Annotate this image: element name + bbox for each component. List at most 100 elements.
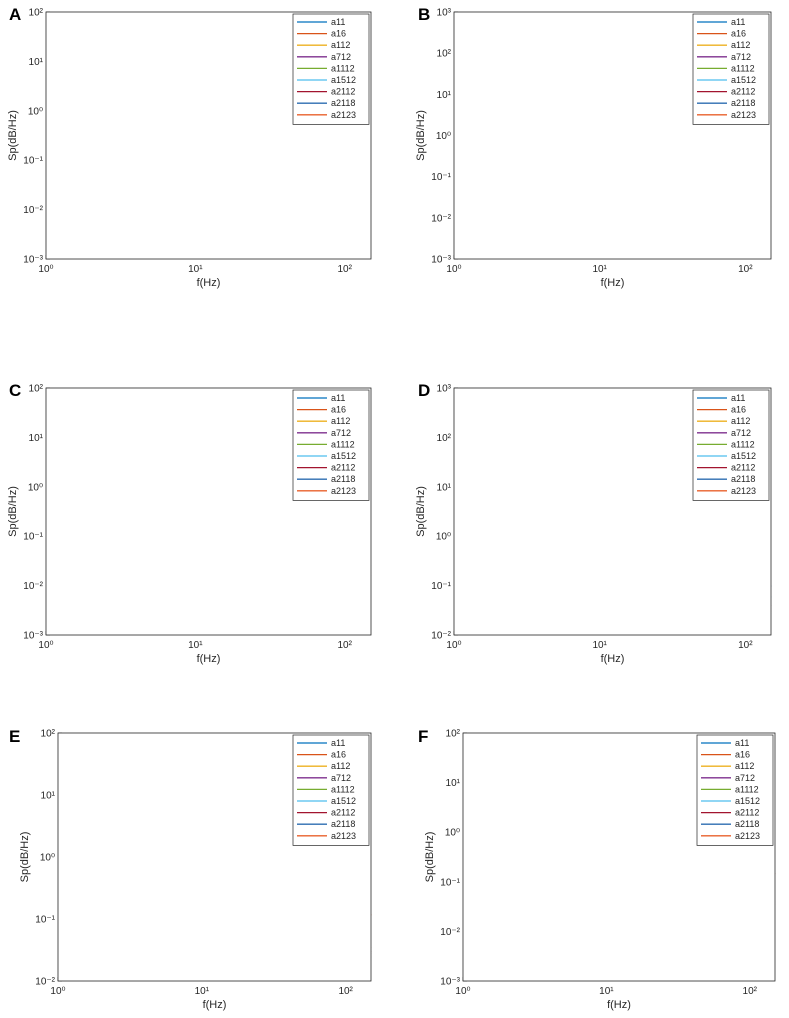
chart-panel-b: 10⁰ 10¹ 10²10⁻³10⁻²10⁻¹10⁰10¹10²10³a11a16a… xyxy=(415,5,772,289)
legend-label-a16: a16 xyxy=(331,405,346,415)
x-tick-label: 10⁰ xyxy=(455,986,470,997)
x-tick-label: 10⁰ xyxy=(446,264,461,275)
y-tick-label: 10² xyxy=(29,384,44,395)
y-tick-label: 10⁻³ xyxy=(23,631,43,642)
legend-label-a2112: a2112 xyxy=(731,463,755,473)
y-tick-label: 10⁻² xyxy=(440,927,460,938)
y-tick-label: 10⁻¹ xyxy=(23,532,43,543)
legend-label-a2123: a2123 xyxy=(731,486,756,496)
x-axis-label: f(Hz) xyxy=(197,277,221,289)
legend-label-a112: a112 xyxy=(331,761,350,771)
panel-label: A xyxy=(9,5,21,24)
panel-label: E xyxy=(9,727,20,746)
legend-label-a2118: a2118 xyxy=(735,819,759,829)
x-axis-label: f(Hz) xyxy=(203,999,227,1011)
legend-label-a1112: a1112 xyxy=(331,63,355,73)
legend-label-a2112: a2112 xyxy=(735,808,759,818)
x-tick-label: 10² xyxy=(743,986,758,997)
y-tick-label: 10⁰ xyxy=(28,106,43,117)
y-axis-label: Sp(dB/Hz) xyxy=(7,486,19,537)
legend-label-a2123: a2123 xyxy=(331,831,356,841)
legend-label-a2118: a2118 xyxy=(731,98,755,108)
panel-label: D xyxy=(418,381,430,400)
y-tick-label: 10⁻² xyxy=(431,213,451,224)
legend-label-a712: a712 xyxy=(731,428,751,438)
legend-label-a2118: a2118 xyxy=(331,98,355,108)
legend-label-a1112: a1112 xyxy=(735,784,759,794)
y-tick-label: 10⁻² xyxy=(431,631,451,642)
legend-label-a112: a112 xyxy=(731,416,750,426)
x-tick-label: 10⁰ xyxy=(446,640,461,651)
legend-label-a11: a11 xyxy=(331,393,345,403)
x-tick-label: 10⁰ xyxy=(38,640,53,651)
legend-label-a112: a112 xyxy=(331,40,350,50)
legend-label-a2118: a2118 xyxy=(731,474,755,484)
panel-label: C xyxy=(9,381,21,400)
y-tick-label: 10⁻² xyxy=(35,977,55,988)
legend-label-a16: a16 xyxy=(731,405,746,415)
y-tick-label: 10³ xyxy=(437,8,452,19)
y-tick-label: 10⁻² xyxy=(23,205,43,216)
legend-label-a1512: a1512 xyxy=(735,796,760,806)
y-tick-label: 10⁻¹ xyxy=(431,172,451,183)
x-axis-label: f(Hz) xyxy=(607,999,631,1011)
legend-label-a11: a11 xyxy=(331,17,345,27)
x-tick-label: 10¹ xyxy=(188,264,203,275)
chart-panel-c: 10⁰ 10¹ 10² 10⁻³ 10⁻² 10⁻¹ 10⁰ 10¹ 10² a11 a16a112… xyxy=(7,381,372,665)
legend-label-a2118: a2118 xyxy=(331,474,355,484)
legend-label-a2118: a2118 xyxy=(331,819,355,829)
panel-label: F xyxy=(418,727,428,746)
chart-panel-f: 10⁰ 10¹ 10² 10⁻³ 10⁻² 10⁻¹ 10⁰ 10¹ 10² a11 a16a112… xyxy=(418,727,776,1011)
legend-label-a2112: a2112 xyxy=(331,87,355,97)
x-tick-label: 10² xyxy=(738,264,753,275)
y-tick-label: 10² xyxy=(446,729,461,740)
y-tick-label: 10² xyxy=(41,729,56,740)
legend-label-a112: a112 xyxy=(731,40,750,50)
y-tick-label: 10² xyxy=(437,433,452,444)
legend-label-a2112: a2112 xyxy=(331,463,355,473)
y-tick-label: 10¹ xyxy=(41,791,56,802)
legend-label-a112: a112 xyxy=(331,416,350,426)
y-tick-label: 10¹ xyxy=(29,57,44,68)
legend-label-a11: a11 xyxy=(735,738,749,748)
y-tick-label: 10⁰ xyxy=(28,482,43,493)
plot-frame xyxy=(57,732,372,982)
x-tick-label: 10² xyxy=(337,264,352,275)
y-tick-label: 10⁻¹ xyxy=(23,156,43,167)
legend-label-a11: a11 xyxy=(731,17,745,27)
legend-box xyxy=(696,734,774,846)
x-tick-label: 10⁰ xyxy=(38,264,53,275)
y-tick-label: 10¹ xyxy=(29,433,44,444)
y-tick-label: 10¹ xyxy=(437,90,452,101)
y-tick-label: 10⁰ xyxy=(436,131,451,142)
legend-label-a1512: a1512 xyxy=(731,451,756,461)
x-axis-label: f(Hz) xyxy=(601,653,625,665)
y-tick-label: 10⁻³ xyxy=(431,255,451,266)
x-tick-label: 10² xyxy=(338,986,353,997)
legend-label-a1112: a1112 xyxy=(331,784,355,794)
y-tick-label: 10⁻³ xyxy=(23,255,43,266)
legend-label-a712: a712 xyxy=(331,773,351,783)
x-tick-label: 10¹ xyxy=(592,640,607,651)
y-tick-label: 10⁰ xyxy=(445,828,460,839)
y-tick-label: 10² xyxy=(29,8,44,19)
y-tick-label: 10⁻³ xyxy=(440,977,460,988)
y-tick-label: 10³ xyxy=(437,384,452,395)
legend-label-a11: a11 xyxy=(731,393,745,403)
x-axis-label: f(Hz) xyxy=(601,277,625,289)
y-tick-label: 10¹ xyxy=(437,482,452,493)
y-axis-label: Sp(dB/Hz) xyxy=(424,832,436,883)
y-axis-label: Sp(dB/Hz) xyxy=(415,110,427,161)
legend-label-a2123: a2123 xyxy=(331,110,356,120)
legend-label-a2123: a2123 xyxy=(331,486,356,496)
y-tick-label: 10⁻¹ xyxy=(35,915,55,926)
legend-box xyxy=(292,389,370,501)
y-axis-label: Sp(dB/Hz) xyxy=(19,832,31,883)
